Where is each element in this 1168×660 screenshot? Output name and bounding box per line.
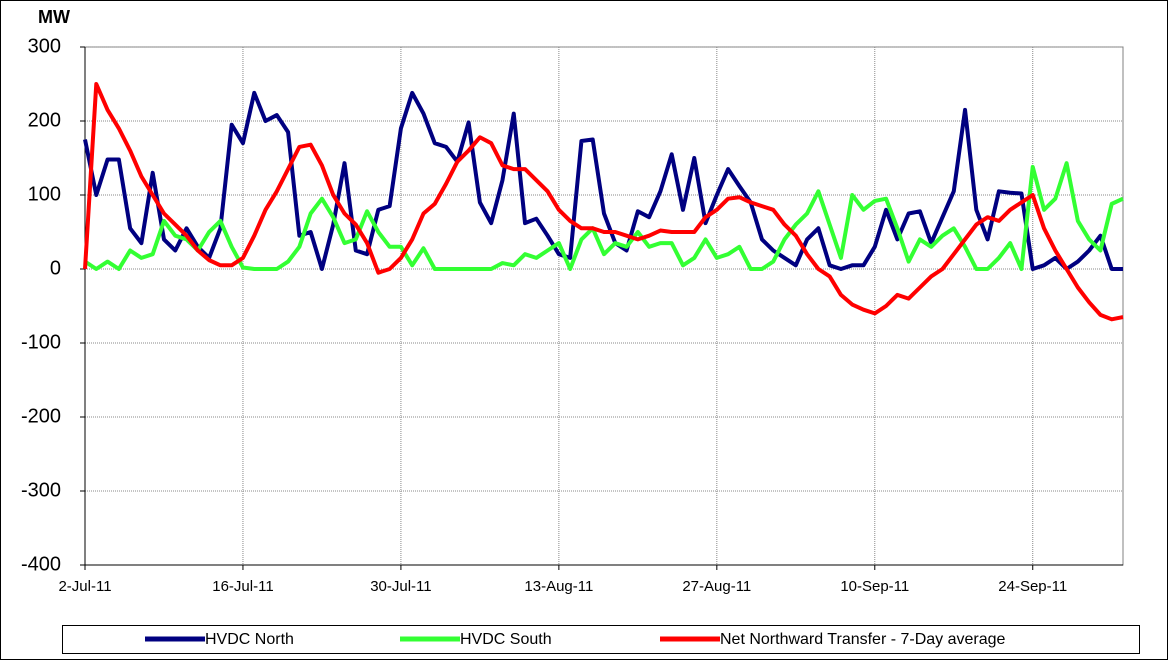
- y-axis-label: MW: [38, 7, 70, 27]
- legend-label: HVDC South: [460, 631, 552, 648]
- legend-label: Net Northward Transfer - 7-Day average: [720, 631, 1006, 648]
- y-tick-label: -200: [21, 405, 61, 427]
- legend-label: HVDC North: [205, 631, 294, 648]
- y-tick-label: 100: [28, 183, 61, 205]
- series-line: [83, 161, 1124, 271]
- y-tick-label: -300: [21, 479, 61, 501]
- y-tick-label: -400: [21, 553, 61, 575]
- series-line: [83, 90, 1123, 271]
- y-tick-label: 0: [50, 257, 61, 279]
- y-tick-label: 300: [28, 35, 61, 57]
- x-tick-label: 24-Sep-11: [998, 578, 1067, 595]
- x-tick-label: 30-Jul-11: [370, 578, 431, 595]
- x-tick-label: 13-Aug-11: [524, 578, 593, 595]
- x-tick-label: 10-Sep-11: [840, 578, 909, 595]
- legend-box: [62, 625, 1140, 654]
- x-tick-label: 16-Jul-11: [212, 578, 273, 595]
- y-tick-label: -100: [21, 331, 61, 353]
- y-tick-label: 200: [28, 109, 61, 131]
- series-line: [83, 82, 1124, 322]
- x-tick-label: 2-Jul-11: [58, 578, 111, 595]
- x-tick-label: 27-Aug-11: [682, 578, 751, 595]
